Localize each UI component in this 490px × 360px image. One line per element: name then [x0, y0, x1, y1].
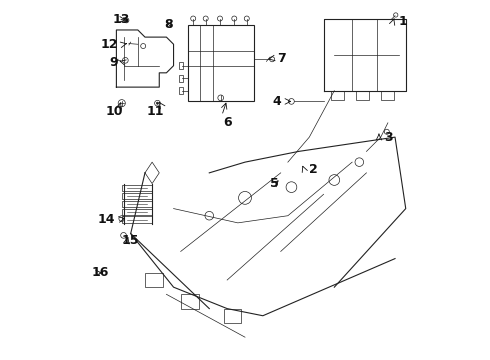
Text: 14: 14: [97, 213, 115, 226]
Text: 4: 4: [272, 95, 281, 108]
Bar: [381, 91, 394, 100]
Text: 13: 13: [113, 13, 130, 26]
Circle shape: [125, 19, 127, 21]
Text: 7: 7: [277, 52, 286, 65]
Bar: [122, 185, 152, 192]
Bar: [179, 75, 183, 82]
Text: 11: 11: [147, 105, 165, 118]
Bar: [179, 62, 183, 69]
Bar: [356, 91, 369, 100]
Text: 12: 12: [100, 38, 118, 51]
Text: 15: 15: [122, 234, 139, 247]
Bar: [223, 309, 242, 323]
Text: 8: 8: [165, 18, 173, 31]
Bar: [122, 216, 152, 223]
Text: 1: 1: [398, 14, 407, 27]
Bar: [122, 193, 152, 199]
Bar: [179, 87, 183, 94]
Text: 10: 10: [106, 105, 123, 118]
Bar: [188, 24, 254, 102]
Text: 16: 16: [92, 266, 109, 279]
Bar: [331, 91, 344, 100]
Bar: [145, 273, 163, 287]
Bar: [122, 201, 152, 207]
Text: 3: 3: [384, 131, 393, 144]
Circle shape: [156, 102, 159, 104]
Bar: [122, 208, 152, 215]
Text: 5: 5: [270, 177, 279, 190]
Text: 2: 2: [309, 163, 318, 176]
Text: 6: 6: [223, 116, 231, 129]
Text: 9: 9: [110, 55, 118, 69]
Bar: [181, 294, 198, 309]
